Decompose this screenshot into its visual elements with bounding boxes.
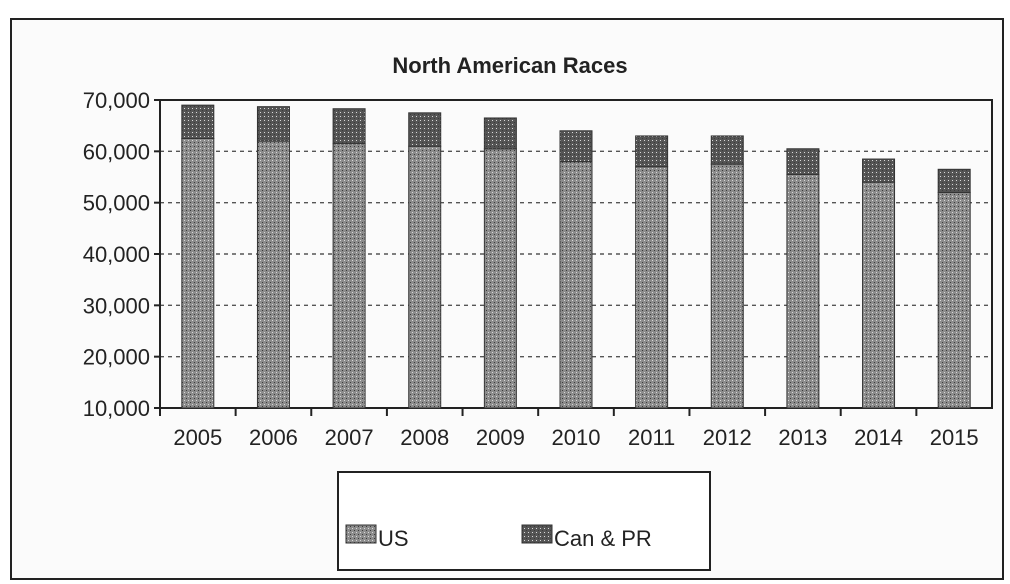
bar-can-pr-2012	[710, 135, 744, 165]
x-tick-label: 2014	[854, 425, 903, 450]
x-tick-label: 2013	[778, 425, 827, 450]
bar-us-2008	[408, 145, 442, 409]
y-axis-labels: 10,000 20,000 30,000 40,000 50,000 60,000 70,0…	[83, 88, 160, 421]
bar-us-2012	[710, 163, 744, 409]
x-tick-label: 2015	[930, 425, 979, 450]
bar-us-2007	[332, 143, 366, 409]
chart-title: North American Races	[392, 53, 627, 78]
bar-can-pr-2011	[635, 135, 669, 168]
x-tick-label: 2012	[703, 425, 752, 450]
bar-us-2005	[181, 138, 215, 409]
x-tick-label: 2010	[552, 425, 601, 450]
bar-us-2006	[256, 140, 290, 409]
x-axis-labels: 2005 2006 2007 2008 2009 2010 2011 2012 2013 2014…	[159, 408, 979, 450]
bar-can-pr-2015	[937, 168, 971, 193]
y-tick-label: 30,000	[83, 293, 150, 318]
legend-label: Can & PR	[554, 526, 652, 551]
y-tick-label: 60,000	[83, 139, 150, 164]
bar-us-2015	[937, 191, 971, 409]
bar-us-2014	[862, 181, 896, 409]
x-tick-label: 2009	[476, 425, 525, 450]
x-tick-label: 2007	[325, 425, 374, 450]
y-tick-label: 40,000	[83, 242, 150, 267]
x-tick-label: 2011	[628, 425, 675, 450]
y-tick-label: 50,000	[83, 191, 150, 216]
bar-can-pr-2007	[332, 108, 366, 145]
bars	[181, 104, 971, 409]
y-tick-label: 20,000	[83, 345, 150, 370]
bar-can-pr-2013	[786, 148, 820, 175]
bar-can-pr-2010	[559, 130, 593, 163]
x-tick-label: 2008	[400, 425, 449, 450]
y-tick-label: 70,000	[83, 88, 150, 113]
legend-swatch	[345, 524, 377, 544]
bar-can-pr-2005	[181, 104, 215, 139]
y-tick-label: 10,000	[83, 396, 150, 421]
bar-us-2010	[559, 161, 593, 409]
bar-can-pr-2014	[862, 158, 896, 183]
x-tick-label: 2005	[173, 425, 222, 450]
legend-swatch	[521, 524, 553, 544]
legend-box	[337, 471, 711, 571]
bar-us-2009	[483, 148, 517, 409]
legend: US Can & PR	[337, 471, 711, 571]
bar-can-pr-2009	[483, 117, 517, 150]
bar-can-pr-2008	[408, 112, 442, 147]
legend-label: US	[378, 526, 409, 551]
x-tick-label: 2006	[249, 425, 298, 450]
bar-us-2013	[786, 173, 820, 409]
bar-can-pr-2006	[256, 106, 290, 142]
bar-us-2011	[635, 166, 669, 409]
